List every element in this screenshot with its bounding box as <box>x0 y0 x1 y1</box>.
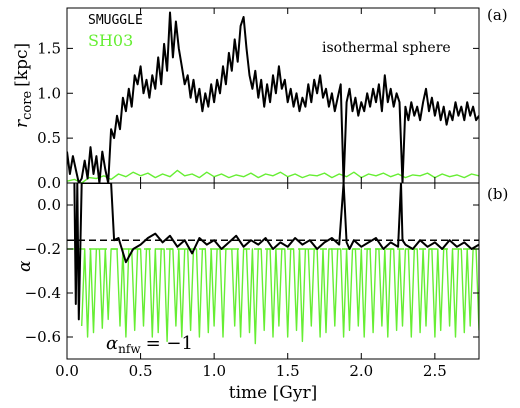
ylabel-core-subscript: core <box>20 91 35 120</box>
xtick-label: 0.0 <box>55 362 79 380</box>
panel-b-ticks: 0.0 −0.2 −0.4 −0.6 0.0 0.5 1.0 1.5 2.0 2.5 <box>25 183 479 380</box>
xtick-label: 2.5 <box>423 362 447 380</box>
panel-a-series-smuggle <box>67 11 479 183</box>
xtick-label: 0.5 <box>129 362 153 380</box>
panel-a-ylabel: rcore [kpc] <box>12 43 35 128</box>
legend-sh03: SH03 <box>88 31 133 50</box>
panel-a-ytick-label: 1.5 <box>37 39 61 57</box>
panel-b-reference-lines <box>67 239 479 250</box>
panel-a-series-sh03 <box>67 169 479 183</box>
xtick-label: 1.5 <box>276 362 300 380</box>
panel-b-series <box>73 183 479 345</box>
annotation-alpha-nfw: αnfw = −1 <box>106 333 193 356</box>
panel-a-label: (a) <box>487 6 508 24</box>
annotation-isothermal-sphere: isothermal sphere <box>322 40 451 56</box>
panel-b-ytick-label: 0.0 <box>37 196 61 214</box>
panel-a-ytick-label: 0.5 <box>37 129 61 147</box>
xtick-label: 1.0 <box>202 362 226 380</box>
panel-a-ytick-label: 1.0 <box>37 84 61 102</box>
panel-b-series-sh03 <box>81 248 479 345</box>
ylabel-r: r <box>12 119 32 128</box>
legend-smuggle: SMUGGLE <box>88 13 143 28</box>
panel-b-frame <box>66 182 480 360</box>
panel-a-ytick-label: 0.0 <box>37 174 61 192</box>
panel-b: 0.0 −0.2 −0.4 −0.6 0.0 0.5 1.0 1.5 2.0 2.5 (b) αn… <box>15 182 508 403</box>
xtick-label: 2.0 <box>349 362 373 380</box>
panel-a-series <box>67 11 479 183</box>
panel-a-ticks: 0.0 0.5 1.0 1.5 <box>37 8 479 192</box>
panel-b-ytick-label: −0.4 <box>25 284 61 302</box>
panel-b-ylabel: α <box>15 260 35 272</box>
panel-a: 0.0 0.5 1.0 1.5 (a) SMUGGLE SH03 isothermal… <box>12 6 508 192</box>
panel-b-series-smuggle <box>73 183 479 321</box>
panel-b-ytick-label: −0.6 <box>25 328 61 346</box>
ylabel-unit: [kpc] <box>12 43 32 87</box>
panel-b-ytick-label: −0.2 <box>25 240 61 258</box>
svg-text:rcore[kpc]: rcore [kpc] <box>12 43 35 128</box>
x-axis-label: time [Gyr] <box>229 383 317 403</box>
panel-b-label: (b) <box>487 185 508 203</box>
